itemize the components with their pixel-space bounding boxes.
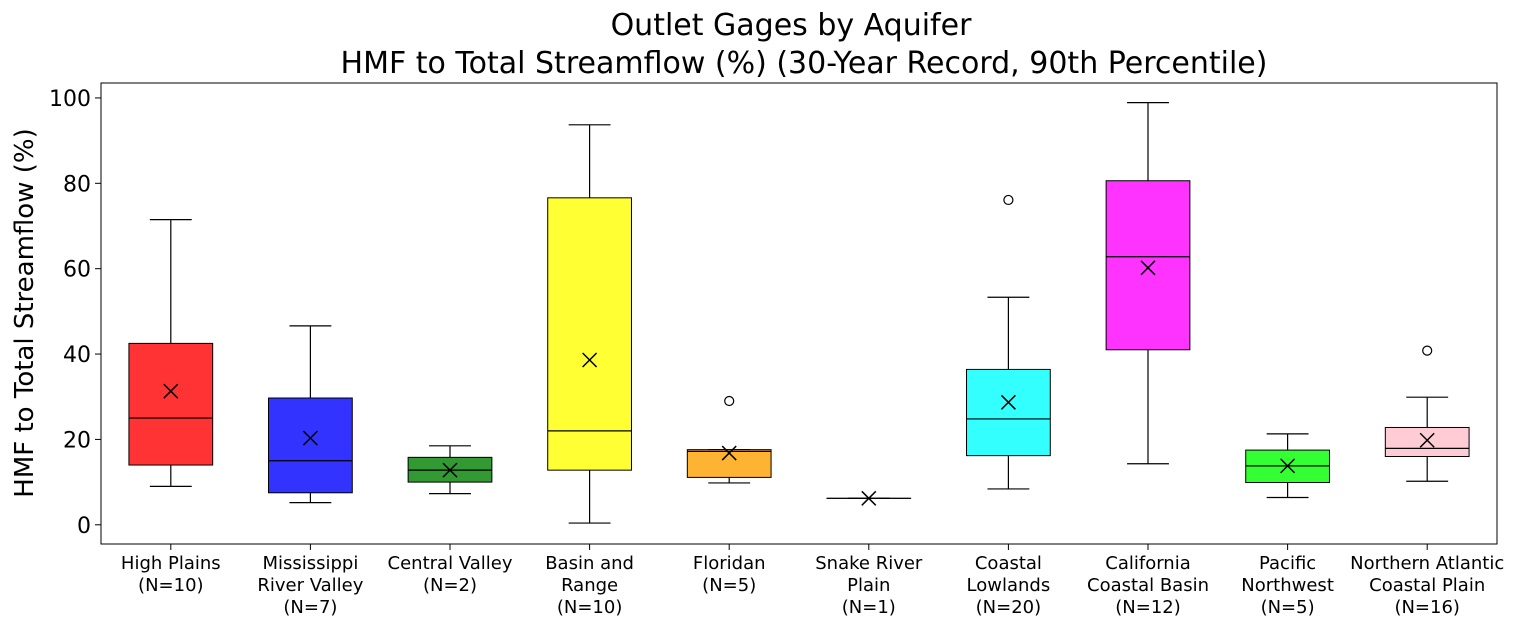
x-tick-label-line: Snake River: [815, 553, 923, 574]
y-tick-label: 0: [77, 514, 91, 539]
box: [1105, 180, 1191, 351]
outlier-point: [724, 395, 735, 407]
box-group: [1105, 102, 1191, 465]
y-tick-label: 100: [49, 87, 91, 112]
box-group: [1384, 345, 1470, 482]
outlier-point: [1003, 194, 1014, 206]
x-tick-label-line: Coastal Basin: [1087, 575, 1209, 596]
x-tick-label: Northern Atlantic Coastal Plain (N=16): [1350, 553, 1504, 618]
mean-marker: [1140, 260, 1156, 276]
y-axis: 0 20 40 60 80 100: [49, 87, 101, 539]
box: [268, 397, 353, 494]
box-group: [686, 395, 772, 484]
mean-marker: [721, 445, 737, 461]
x-tick-label: Floridan (N=5): [693, 553, 766, 596]
box: [686, 449, 772, 478]
x-tick-label: Snake River Plain (N=1): [815, 553, 923, 618]
x-tick-label-line: (N=1): [842, 597, 896, 618]
box: [966, 368, 1051, 457]
outlier-point: [1422, 345, 1433, 356]
y-tick-label: 80: [63, 172, 91, 197]
x-tick-label-line: Central Valley: [388, 553, 513, 574]
y-axis-label: HMF to Total Streamflow (%): [10, 128, 40, 497]
x-tick-label-line: (N=16): [1394, 597, 1460, 618]
box-group: [128, 218, 214, 487]
x-tick-label-line: Lowlands: [967, 575, 1051, 596]
box: [1384, 426, 1470, 457]
mean-marker: [163, 383, 179, 399]
x-tick-label-line: Plain: [847, 575, 890, 596]
mean-marker: [1280, 458, 1296, 474]
x-tick-label-line: (N=10): [557, 597, 623, 618]
mean-marker: [861, 490, 877, 506]
box-group: [547, 124, 632, 524]
mean-marker: [302, 430, 318, 446]
mean-marker: [442, 462, 458, 478]
x-tick-label: Mississippi River Valley (N=7): [257, 553, 363, 618]
x-tick-label-line: Coastal: [975, 553, 1042, 574]
x-tick-label-line: Floridan: [693, 553, 766, 574]
x-tick-label: Pacific Northwest (N=5): [1241, 553, 1334, 618]
box-group: [966, 194, 1051, 490]
box: [128, 342, 214, 466]
x-tick-label-line: High Plains: [121, 553, 221, 574]
x-tick-label: High Plains (N=10): [121, 553, 221, 596]
box-group: [1245, 433, 1330, 499]
x-tick-label-line: California: [1105, 553, 1190, 574]
x-tick-label: Coastal Lowlands (N=20): [967, 553, 1051, 618]
x-tick-label: California Coastal Basin (N=12): [1087, 553, 1209, 618]
box: [547, 197, 632, 471]
x-tick-label-line: (N=12): [1115, 597, 1181, 618]
x-tick-label-line: Range: [561, 575, 618, 596]
mean-marker: [582, 352, 598, 368]
x-tick-label-line: Northwest: [1241, 575, 1334, 596]
y-tick-label: 60: [63, 258, 91, 283]
x-axis: High Plains (N=10)Mississippi River Valley…: [121, 544, 1504, 618]
box-group: [268, 325, 353, 504]
x-tick-label: Basin and Range (N=10): [545, 553, 634, 618]
x-tick-label-line: Northern Atlantic: [1350, 553, 1504, 574]
x-tick-label-line: River Valley: [257, 575, 363, 596]
chart-title-line-2: HMF to Total Streamflow (%) (30-Year Rec…: [341, 46, 1268, 81]
mean-marker: [1419, 432, 1435, 448]
x-tick-label-line: (N=7): [283, 597, 337, 618]
y-tick-label: 20: [63, 428, 91, 453]
x-tick-label-line: (N=5): [1261, 597, 1315, 618]
plot-frame: [100, 82, 1498, 545]
y-tick-label: 40: [63, 343, 91, 368]
plot-area: [100, 82, 1498, 545]
x-tick-label-line: Mississippi: [262, 553, 358, 574]
x-tick-label-line: Pacific: [1259, 553, 1316, 574]
x-tick-label-line: Coastal Plain: [1369, 575, 1485, 596]
x-tick-label: Central Valley (N=2): [388, 553, 513, 596]
box-group: [407, 445, 493, 495]
x-tick-label-line: Basin and: [545, 553, 634, 574]
mean-marker: [1000, 394, 1016, 410]
chart-title-line-1: Outlet Gages by Aquifer: [611, 8, 973, 43]
x-tick-label-line: (N=20): [976, 597, 1042, 618]
x-tick-label-line: (N=2): [423, 575, 477, 596]
box-group: [826, 490, 912, 506]
x-tick-label-line: (N=5): [702, 575, 756, 596]
x-tick-label-line: (N=10): [138, 575, 204, 596]
